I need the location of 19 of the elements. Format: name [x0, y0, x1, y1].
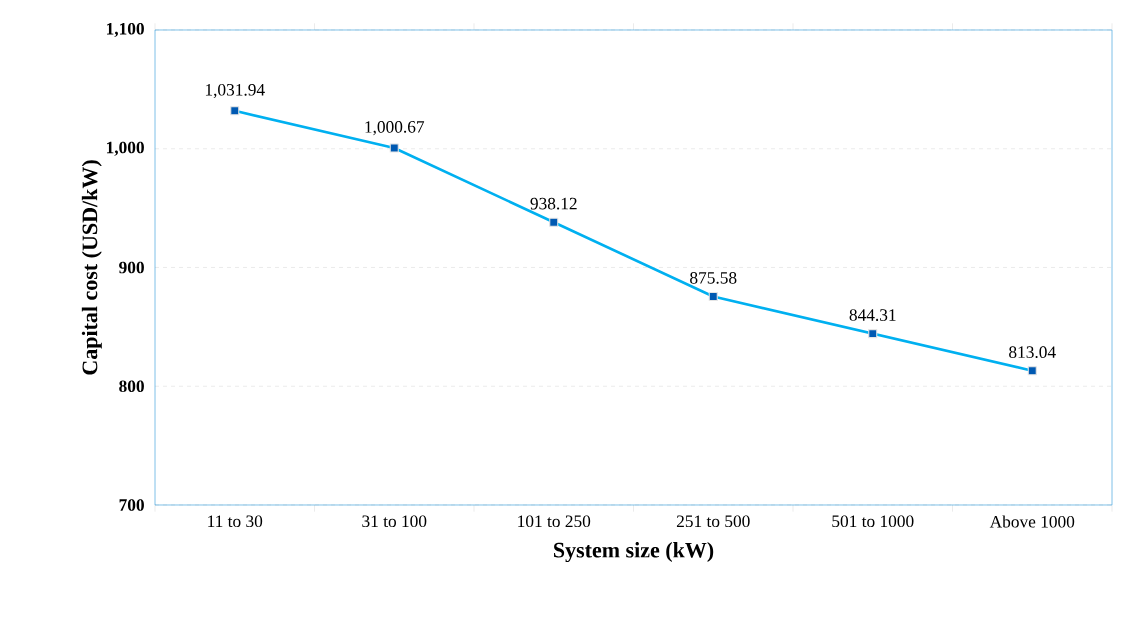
x-tick-label: 101 to 250 — [518, 515, 591, 528]
y-tick-label: 900 — [119, 261, 144, 274]
data-label: 938.12 — [530, 197, 577, 210]
data-label: 813.04 — [1009, 346, 1056, 359]
x-tick-label: 31 to 100 — [362, 515, 427, 528]
y-tick-label: 700 — [119, 499, 144, 511]
y-axis-title: Capital cost (USD/kW) — [81, 160, 102, 375]
y-tick-label: 1,000 — [106, 141, 144, 156]
x-tick-label: 251 to 500 — [676, 515, 750, 528]
x-axis-title: System size (kW) — [554, 542, 714, 563]
data-label: 1,000.67 — [365, 121, 425, 136]
data-label: 1,031.94 — [205, 83, 265, 99]
x-tick-label: 11 to 30 — [208, 515, 263, 528]
data-label: 875.58 — [690, 272, 737, 284]
data-label: 844.31 — [849, 309, 896, 321]
x-tick-label: Above 1000 — [989, 515, 1075, 528]
y-tick-label: 800 — [119, 380, 144, 393]
y-tick-label: 1,100 — [106, 22, 144, 38]
x-tick-label: 501 to 1000 — [832, 515, 914, 528]
